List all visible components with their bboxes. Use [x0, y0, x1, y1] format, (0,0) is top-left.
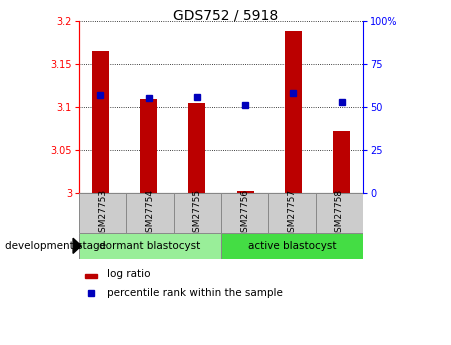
Text: GDS752 / 5918: GDS752 / 5918	[173, 9, 278, 23]
Bar	[333, 131, 350, 193]
FancyBboxPatch shape	[316, 193, 363, 233]
Bar	[285, 31, 302, 193]
FancyBboxPatch shape	[79, 193, 126, 233]
Bar	[92, 51, 109, 193]
Polygon shape	[73, 238, 81, 253]
Text: percentile rank within the sample: percentile rank within the sample	[107, 288, 283, 298]
FancyBboxPatch shape	[221, 233, 363, 259]
FancyBboxPatch shape	[221, 193, 268, 233]
Bar	[237, 190, 253, 193]
Text: development stage: development stage	[5, 241, 106, 251]
Text: GSM27758: GSM27758	[335, 188, 344, 238]
Text: GSM27756: GSM27756	[240, 188, 249, 238]
Text: GSM27754: GSM27754	[146, 188, 154, 238]
Text: active blastocyst: active blastocyst	[248, 241, 336, 251]
Bar	[140, 99, 157, 193]
Text: GSM27753: GSM27753	[98, 188, 107, 238]
FancyBboxPatch shape	[268, 193, 316, 233]
FancyBboxPatch shape	[79, 233, 221, 259]
Text: log ratio: log ratio	[107, 269, 151, 279]
Text: dormant blastocyst: dormant blastocyst	[99, 241, 201, 251]
FancyBboxPatch shape	[126, 193, 174, 233]
Bar	[85, 274, 97, 278]
Text: GSM27755: GSM27755	[193, 188, 202, 238]
Text: GSM27757: GSM27757	[288, 188, 296, 238]
Bar	[189, 104, 205, 193]
FancyBboxPatch shape	[174, 193, 221, 233]
